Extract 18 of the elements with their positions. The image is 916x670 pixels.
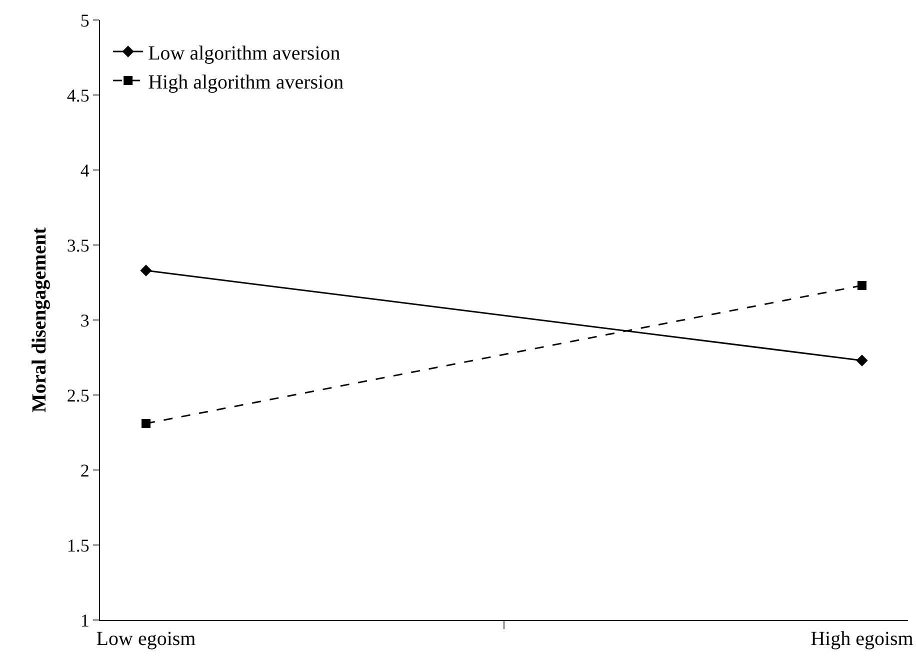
y-tick-label: 5: [80, 10, 90, 30]
y-tick-label: 1.5: [66, 535, 90, 556]
x-tick-label: High egoism: [810, 628, 914, 650]
y-tick-label: 4.5: [66, 85, 90, 106]
point: [140, 264, 152, 276]
legend-label: High algorithm aversion: [148, 71, 344, 94]
y-tick-label: 2.5: [66, 385, 90, 406]
legend-label: Low algorithm aversion: [148, 42, 340, 64]
y-tick-label: 3.5: [66, 235, 90, 256]
x-tick-label: Low egoism: [96, 628, 196, 650]
point: [142, 419, 151, 428]
y-tick-label: 4: [80, 160, 90, 180]
point: [857, 281, 866, 290]
y-axis-title: Moral disengagement: [28, 227, 50, 412]
point: [856, 354, 868, 366]
y-tick-label: 3: [80, 310, 90, 330]
y-tick-label: 2: [80, 460, 90, 480]
y-tick-label: 1: [80, 610, 90, 630]
